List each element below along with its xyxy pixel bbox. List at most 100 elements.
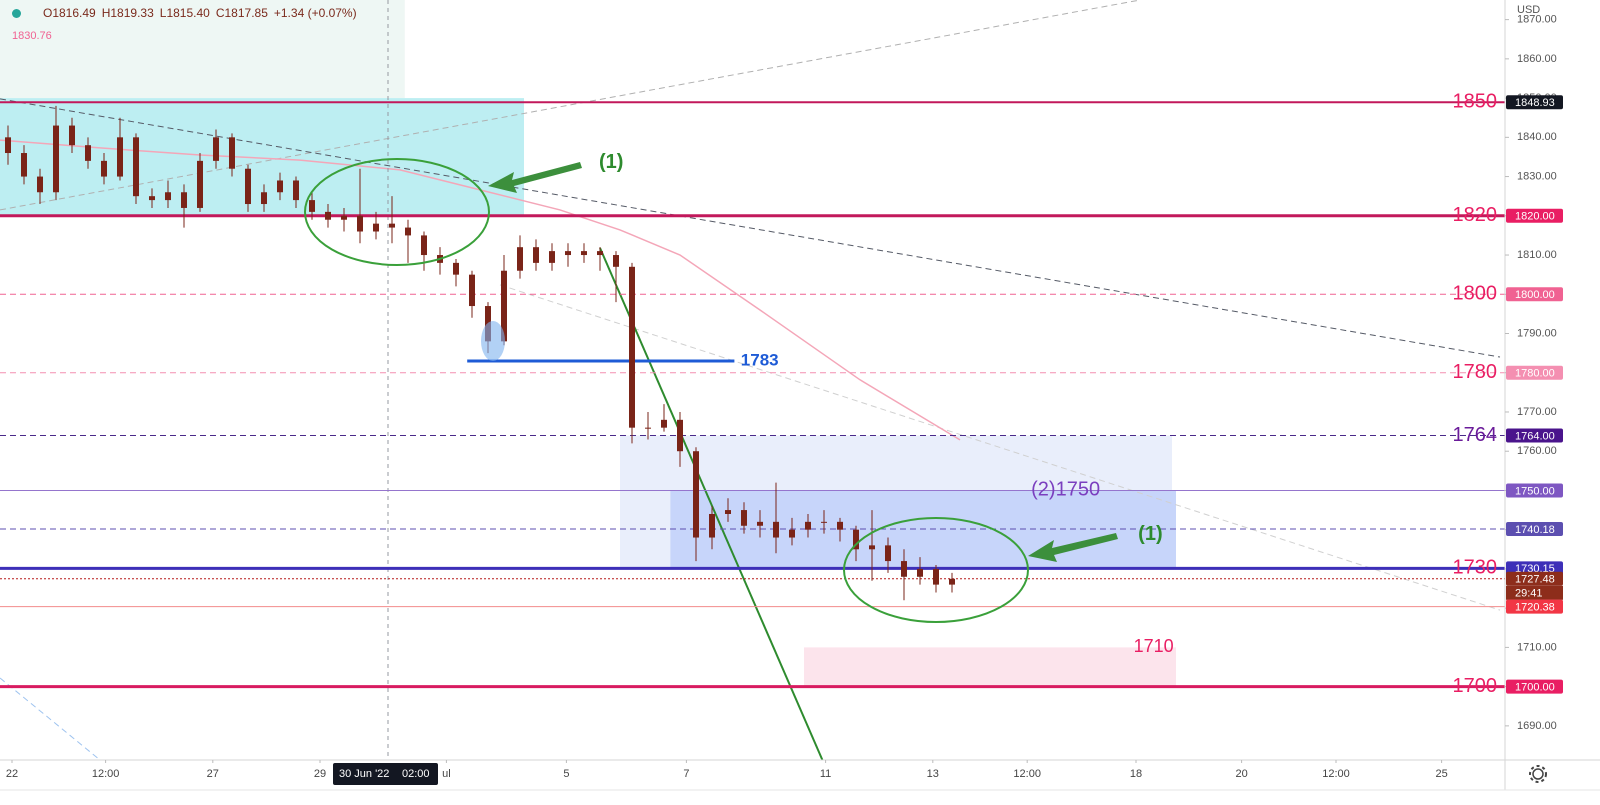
candle-body xyxy=(293,180,299,201)
level-label: (2)1750 xyxy=(1031,479,1100,501)
trend-line xyxy=(0,98,1501,358)
y-tick-label: 1810.00 xyxy=(1517,249,1557,261)
ohlc-value: L1815.40 xyxy=(159,6,210,20)
candle-body xyxy=(453,262,459,275)
ohlc-value: O1816.49 xyxy=(43,6,96,20)
y-tick-label: 1690.00 xyxy=(1517,720,1557,732)
settings-button[interactable] xyxy=(1529,765,1547,783)
candle-body xyxy=(517,247,523,271)
price-tag xyxy=(1506,365,1563,380)
candle-body xyxy=(21,153,27,177)
candle-body xyxy=(677,419,683,452)
candle-body xyxy=(325,211,331,220)
price-axis-panel xyxy=(1505,0,1600,805)
time-axis-panel xyxy=(0,760,1600,805)
candle-body xyxy=(357,215,363,232)
drawings xyxy=(0,0,1505,761)
price-tag-label: 1700.00 xyxy=(1515,682,1555,694)
status-dot xyxy=(12,8,21,18)
candle-body xyxy=(725,510,731,514)
trend-line xyxy=(0,0,1141,211)
price-tag-label: 1727.48 xyxy=(1515,574,1555,586)
countdown-label: 29:41 xyxy=(1515,588,1543,600)
candle-body xyxy=(53,125,59,193)
candle-body xyxy=(869,545,875,550)
segment-label: 1783 xyxy=(741,350,779,369)
y-tick-label: 1830.00 xyxy=(1517,170,1557,182)
highlight-ellipse xyxy=(843,517,1029,623)
zone xyxy=(670,490,1176,569)
level-label: 1700 xyxy=(1453,675,1498,697)
candle-body xyxy=(101,160,107,177)
candle-body xyxy=(133,137,139,197)
highlight-ellipse xyxy=(304,158,490,266)
candle-body xyxy=(245,168,251,205)
candle-body xyxy=(309,200,315,212)
level-label: 1730 xyxy=(1453,557,1498,579)
settings-icon[interactable] xyxy=(1529,765,1547,783)
candles xyxy=(5,105,955,601)
level-label: 1764 xyxy=(1453,424,1498,446)
arrow xyxy=(1028,533,1118,562)
candle-body xyxy=(853,529,859,550)
ohlc-value: +1.34 (+0.07%) xyxy=(273,6,357,20)
candle-body xyxy=(757,521,763,526)
shapes xyxy=(304,158,1118,623)
candle-body xyxy=(389,223,395,228)
candle-body xyxy=(949,578,955,585)
candle-body xyxy=(597,251,603,256)
price-tag xyxy=(1506,571,1563,586)
x-tick-label: ul xyxy=(442,768,451,780)
trend-line xyxy=(0,139,961,441)
ohlc-value: C1817.85 xyxy=(215,6,268,20)
y-tick-label: 1790.00 xyxy=(1517,327,1557,339)
x-tick-label: 12:00 xyxy=(92,768,120,780)
price-tag-label: 1800.00 xyxy=(1515,289,1555,301)
annotation: (1) xyxy=(1138,523,1162,545)
candle-body xyxy=(789,529,795,538)
candle-body xyxy=(741,510,747,526)
x-tick-label: 13 xyxy=(927,768,939,780)
x-tick-label: 12:00 xyxy=(1322,768,1350,780)
x-tick-label: 27 xyxy=(207,768,219,780)
candle-body xyxy=(565,251,571,256)
candle-body xyxy=(821,521,827,523)
candle-body xyxy=(213,137,219,161)
x-tick-label: 11 xyxy=(820,768,831,780)
candle-body xyxy=(709,513,715,538)
candle-body xyxy=(805,521,811,530)
price-tag xyxy=(1506,483,1563,498)
price-tag xyxy=(1506,95,1563,110)
y-tick-label: 1870.00 xyxy=(1517,14,1557,26)
candle-body xyxy=(5,137,11,154)
crosshair-label: 30 Jun '22 xyxy=(339,768,389,780)
x-tick-label: 29 xyxy=(314,768,326,780)
candle-body xyxy=(181,192,187,208)
price-tag xyxy=(1506,287,1563,302)
candle-body xyxy=(165,192,171,201)
trend-line xyxy=(0,677,101,761)
crosshair-tag xyxy=(333,763,438,785)
candle-body xyxy=(405,227,411,236)
price-tag xyxy=(1506,679,1563,694)
candle-body xyxy=(837,521,843,530)
x-tick-label: 12:00 xyxy=(1013,768,1041,780)
level-label: 1850 xyxy=(1453,91,1498,113)
candle-body xyxy=(373,223,379,232)
price-tag xyxy=(1506,521,1563,536)
zone xyxy=(804,647,1176,687)
indicator-value: 1830.76 xyxy=(12,30,52,42)
annotation: (1) xyxy=(599,151,623,173)
y-tick-label: 1770.00 xyxy=(1517,406,1557,418)
candle-body xyxy=(501,270,507,342)
candle-body xyxy=(69,125,75,146)
candle-body xyxy=(277,180,283,193)
candle-body xyxy=(901,561,907,577)
price-tag-label: 1848.93 xyxy=(1515,97,1555,109)
candle-body xyxy=(421,235,427,256)
settings-icon[interactable] xyxy=(1532,768,1544,780)
candle-body xyxy=(661,419,667,428)
level-label: 1820 xyxy=(1453,204,1498,226)
candle-body xyxy=(885,545,891,562)
